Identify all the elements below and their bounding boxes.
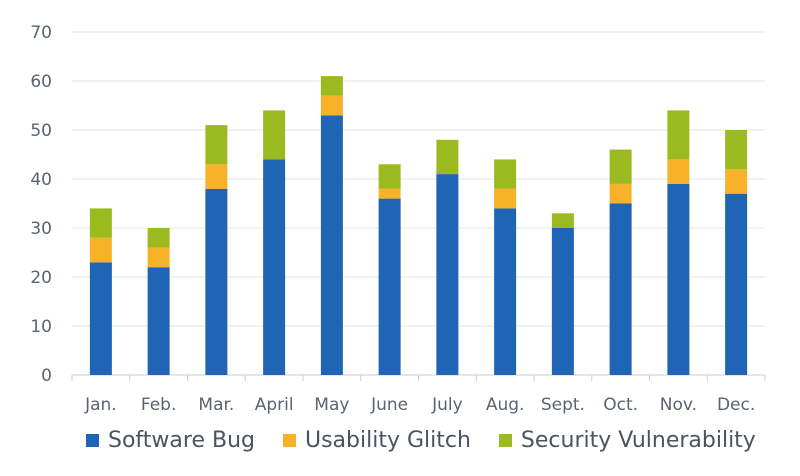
- bar-segment-security-vulnerability: [667, 110, 690, 160]
- bar-segment-software-bug: [725, 193, 748, 375]
- y-tick-label: 20: [30, 268, 52, 288]
- y-tick-label: 10: [30, 317, 52, 337]
- bar-segment-security-vulnerability: [320, 76, 343, 96]
- legend-item-usability-glitch: Usability Glitch: [282, 428, 471, 453]
- bar-segment-security-vulnerability: [263, 110, 286, 160]
- x-tick-label: Sept.: [541, 395, 585, 415]
- legend: Software Bug Usability Glitch Security V…: [86, 428, 756, 453]
- y-tick-label: 30: [30, 219, 52, 239]
- y-tick-label: 40: [30, 170, 52, 190]
- bar-segment-security-vulnerability: [436, 139, 459, 175]
- bar-segment-software-bug: [320, 115, 343, 376]
- legend-label-security-vulnerability: Security Vulnerability: [520, 428, 756, 453]
- y-tick-label: 70: [30, 23, 52, 43]
- bar-segment-security-vulnerability: [494, 159, 517, 189]
- bar-segment-software-bug: [205, 188, 228, 375]
- x-tick-label: June: [370, 395, 408, 415]
- bar-segment-security-vulnerability: [551, 213, 574, 228]
- bar-segment-software-bug: [494, 208, 517, 375]
- bar-segment-usability-glitch: [609, 183, 632, 204]
- bar-segment-software-bug: [89, 262, 112, 375]
- gridlines: [71, 31, 766, 381]
- bar-segment-usability-glitch: [205, 164, 228, 189]
- x-tick-label: April: [255, 395, 294, 415]
- x-tick-label: Nov.: [660, 395, 697, 415]
- bar-segment-security-vulnerability: [89, 208, 112, 238]
- bar-segment-software-bug: [609, 203, 632, 375]
- bar-segment-software-bug: [147, 267, 170, 375]
- x-tick-label: May: [314, 395, 349, 415]
- x-tick-label: Jan.: [84, 395, 117, 415]
- bar-segment-security-vulnerability: [609, 149, 632, 184]
- bar-segment-usability-glitch: [378, 188, 401, 199]
- bar-segment-security-vulnerability: [378, 164, 401, 189]
- legend-item-software-bug: Software Bug: [86, 428, 255, 453]
- bar-segment-usability-glitch: [494, 188, 517, 209]
- x-tick-label: Mar.: [198, 395, 234, 415]
- legend-swatch-usability-glitch: [282, 434, 296, 447]
- legend-swatch-security-vulnerability: [498, 434, 512, 447]
- bar-segment-usability-glitch: [667, 159, 690, 184]
- x-tick-label: July: [431, 395, 463, 415]
- y-tick-label: 60: [30, 72, 52, 92]
- bar-segment-software-bug: [436, 174, 459, 375]
- bar-segment-security-vulnerability: [725, 130, 748, 170]
- bar-segment-security-vulnerability: [205, 125, 228, 165]
- y-tick-label: 0: [41, 366, 52, 386]
- bar-segment-software-bug: [263, 159, 286, 375]
- legend-label-usability-glitch: Usability Glitch: [304, 428, 471, 453]
- x-axis-tick-labels: Jan. Feb. Mar. April May June July Aug. Sept. Oct…: [84, 395, 755, 415]
- bar-segment-software-bug: [667, 183, 690, 375]
- bar-segment-usability-glitch: [147, 247, 170, 268]
- legend-label-software-bug: Software Bug: [108, 428, 255, 453]
- legend-item-security-vulnerability: Security Vulnerability: [498, 428, 756, 453]
- bar-segment-usability-glitch: [89, 237, 112, 263]
- x-tick-label: Aug.: [486, 395, 525, 415]
- x-tick-label: Feb.: [141, 395, 177, 415]
- y-tick-label: 50: [30, 121, 52, 141]
- x-tick-label: Oct.: [603, 395, 638, 415]
- bars: [89, 76, 748, 376]
- bar-segment-security-vulnerability: [147, 228, 170, 248]
- x-tick-label: Dec.: [717, 395, 755, 415]
- bar-segment-usability-glitch: [725, 169, 748, 194]
- y-axis-tick-labels: 0 10 20 30 40 50 60 70: [30, 23, 52, 386]
- legend-swatch-software-bug: [86, 434, 99, 447]
- bar-segment-software-bug: [378, 198, 401, 375]
- bar-segment-software-bug: [551, 228, 574, 375]
- bar-segment-usability-glitch: [320, 95, 343, 116]
